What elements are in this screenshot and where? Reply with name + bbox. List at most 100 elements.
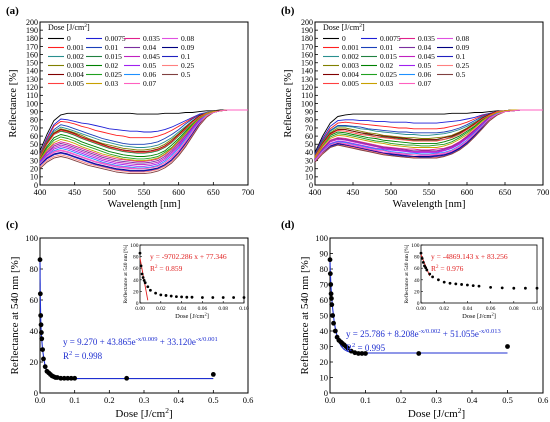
- y-tick-label: 40: [30, 326, 39, 336]
- x-tick-label: 400: [34, 187, 47, 197]
- y-tick-label: 60: [30, 295, 39, 305]
- legend-label: 0.03: [380, 79, 393, 88]
- data-point: [38, 330, 44, 335]
- y-axis-label: Reflectance at 540 nm [%]: [299, 257, 311, 375]
- x-tick-label: 700: [537, 187, 550, 197]
- y-tick-label: 50: [320, 310, 329, 320]
- y-tick-label: 180: [26, 34, 38, 43]
- data-point: [65, 375, 71, 381]
- inset-data-point: [221, 296, 225, 299]
- inset-data-point: [159, 293, 163, 297]
- legend-title-text: Dose [J/cm: [48, 23, 85, 32]
- inset-data-point: [431, 275, 434, 279]
- x-axis-label: Dose [J/cm2]: [115, 406, 172, 420]
- data-point: [327, 257, 333, 263]
- y-tick-label: 0: [34, 181, 38, 190]
- y-tick-label: 80: [30, 116, 38, 125]
- data-point: [42, 364, 48, 370]
- inset-x-axis-label: Dose [J/cm2]: [462, 312, 496, 321]
- y-tick-label: 20: [30, 165, 38, 174]
- y-tick-label: 40: [30, 148, 38, 157]
- inset-data-point: [442, 280, 446, 284]
- inset-data-point: [466, 283, 469, 287]
- x-tick-label: 0.2: [396, 395, 407, 405]
- legend-label: 0.005: [67, 79, 84, 88]
- fit-equation-part: + 33.120e: [158, 337, 196, 347]
- x-axis-label-text: Dose [J/cm: [115, 408, 165, 420]
- data-point: [329, 302, 335, 308]
- y-tick-label: 180: [301, 34, 313, 43]
- inset-y-axis-label: Reflectance at 540 nm [%]: [403, 244, 410, 303]
- inset-data-point: [175, 295, 178, 299]
- y-tick-label: 120: [301, 83, 313, 92]
- inset-x-axis-label-superscript: 2: [492, 312, 494, 317]
- y-tick-label: 140: [26, 67, 38, 76]
- y-tick-label: 70: [320, 279, 329, 289]
- data-point: [505, 344, 510, 349]
- inset-x-axis-label-text: Dose [J/cm: [462, 313, 491, 320]
- x-tick-label: 0.3: [431, 395, 442, 405]
- inset-y-tick-label: 60: [133, 266, 139, 272]
- inset-data-point: [190, 295, 194, 299]
- inset-data-point: [141, 276, 145, 279]
- inset-x-tick-label: 0.04: [463, 306, 473, 312]
- r-squared-superscript: 2: [352, 342, 355, 349]
- legend-label: 0.004: [67, 70, 84, 79]
- x-tick-label: 0.5: [208, 395, 219, 405]
- legend-label: 0.02: [380, 61, 393, 70]
- inset-y-tick-label: 20: [133, 289, 139, 295]
- x-tick-label: 0.3: [139, 395, 150, 405]
- inset-data-point: [154, 291, 158, 295]
- legend-title-end: ]: [362, 23, 365, 32]
- x-tick-label: 450: [68, 187, 81, 197]
- data-point: [332, 328, 338, 334]
- inset-data-point: [421, 261, 425, 264]
- inset-data-point: [437, 278, 440, 282]
- fit-r-squared: R2 = 0.995: [346, 342, 386, 353]
- inset-data-point: [524, 286, 527, 290]
- inset-data-point: [477, 284, 481, 288]
- inset-y-tick-label: 100: [411, 243, 420, 249]
- y-tick-label: 200: [26, 18, 38, 27]
- legend-title-superscript: 2: [84, 23, 87, 29]
- y-tick-label: 80: [320, 264, 329, 274]
- inset-y-axis-label: Reflectance at 540 nm [%]: [122, 244, 129, 303]
- inset-data-point: [419, 251, 423, 255]
- data-point: [327, 271, 333, 277]
- data-point: [210, 372, 216, 377]
- inset-y-tick-label: 40: [133, 278, 139, 284]
- inset-y-tick-label: 100: [130, 243, 139, 249]
- x-tick-label: 0.4: [467, 395, 478, 405]
- inset-x-tick-label: 0.08: [509, 306, 519, 312]
- inset-r-squared: R2 = 0.976: [431, 264, 464, 273]
- r-squared-superscript: 2: [69, 350, 72, 357]
- legend-title-end: ]: [87, 23, 90, 32]
- inset-x-tick-label: 0.10: [532, 306, 542, 312]
- legend-title: Dose [J/cm2]: [323, 23, 365, 32]
- data-point: [37, 291, 43, 297]
- inset-y-tick-label: 0: [417, 301, 420, 307]
- x-tick-label: 550: [138, 187, 151, 197]
- y-tick-label: 70: [30, 124, 38, 133]
- legend-title-text: Dose [J/cm: [323, 23, 360, 32]
- x-axis-label: Wavelength [nm]: [108, 199, 181, 210]
- inset-data-point: [146, 285, 150, 289]
- legend-label: 0.0075: [380, 34, 401, 43]
- legend-label: 0.003: [342, 61, 359, 70]
- inset-data-point: [180, 295, 184, 299]
- data-point: [39, 336, 45, 342]
- x-tick-label: 450: [347, 187, 360, 197]
- y-tick-label: 100: [26, 99, 38, 108]
- data-point: [68, 375, 74, 381]
- fit-equation: y = 9.270 + 43.865e-x/0.009 + 33.120e-x/…: [63, 336, 218, 347]
- legend-label: 0.25: [456, 61, 469, 70]
- legend-label: 0.04: [418, 43, 431, 52]
- x-tick-label: 0.6: [243, 395, 254, 405]
- data-point: [37, 257, 43, 263]
- legend-label: 0.25: [181, 61, 194, 70]
- inset-data-point: [460, 283, 463, 286]
- legend-label: 0.5: [181, 70, 191, 79]
- legend-title: Dose [J/cm2]: [48, 23, 90, 32]
- legend-label: 0.045: [418, 52, 435, 61]
- inset-x-axis-label-end: ]: [494, 313, 496, 320]
